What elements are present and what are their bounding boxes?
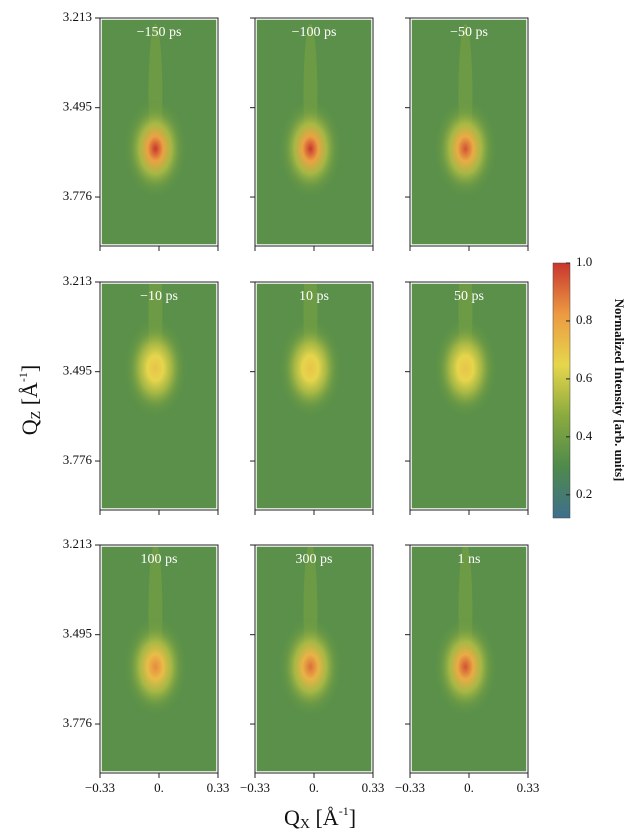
diffraction-peak <box>433 616 498 717</box>
colorbar-tick-label: 0.8 <box>576 312 592 327</box>
y-tick-label: 3.213 <box>63 9 92 24</box>
panel <box>410 545 528 773</box>
x-tick-label: −0.33 <box>85 780 115 795</box>
x-tick-label: 0. <box>309 780 319 795</box>
panel-border <box>410 282 528 510</box>
x-tick-label: 0. <box>154 780 164 795</box>
panel-title: 1 ns <box>458 552 481 567</box>
diffraction-peak <box>123 98 188 199</box>
panel-border <box>255 545 373 773</box>
panel <box>255 282 373 510</box>
x-axis-label: QX [Å-1] <box>284 804 356 832</box>
y-tick-label: 3.776 <box>63 715 93 730</box>
x-tick-label: 0.33 <box>517 780 540 795</box>
panel-title: −50 ps <box>450 25 488 40</box>
x-tick-label: 0.33 <box>362 780 385 795</box>
panel <box>255 545 373 773</box>
diffraction-peak <box>123 318 188 419</box>
panel-title: 300 ps <box>296 552 333 567</box>
y-tick-label: 3.495 <box>63 363 92 378</box>
y-tick-label: 3.213 <box>63 536 92 551</box>
y-tick-label: 3.776 <box>63 452 93 467</box>
diffraction-peak <box>433 318 498 419</box>
panel <box>255 18 373 246</box>
panel-border <box>255 18 373 246</box>
y-tick-label: 3.213 <box>63 273 92 288</box>
panel <box>410 282 528 510</box>
panel-title: −10 ps <box>140 289 178 304</box>
panel-border <box>100 18 218 246</box>
colorbar-tick-label: 0.6 <box>576 370 593 385</box>
panel-title: 50 ps <box>454 289 484 304</box>
panel-border <box>100 282 218 510</box>
panel-title: −100 ps <box>292 25 337 40</box>
y-tick-label: 3.495 <box>63 626 92 641</box>
colorbar <box>552 262 571 519</box>
y-tick-label: 3.495 <box>63 99 92 114</box>
panel-title: −150 ps <box>137 25 182 40</box>
panel <box>410 18 528 246</box>
x-tick-label: −0.33 <box>240 780 270 795</box>
x-tick-label: 0.33 <box>207 780 230 795</box>
panel-border <box>410 18 528 246</box>
panel-title: 100 ps <box>141 552 178 567</box>
diffraction-peak <box>123 616 188 717</box>
diffraction-peak <box>278 318 343 419</box>
panel <box>100 282 218 510</box>
colorbar-tick-label: 0.2 <box>576 486 592 501</box>
x-tick-label: −0.33 <box>395 780 425 795</box>
x-tick-label: 0. <box>464 780 474 795</box>
colorbar-label: Normalized Intensity [arb. units] <box>612 299 627 482</box>
panel-border <box>100 545 218 773</box>
panel-title: 10 ps <box>299 289 329 304</box>
diffraction-peak <box>433 98 498 199</box>
diffraction-peak <box>278 98 343 199</box>
colorbar-tick-label: 0.4 <box>576 428 593 443</box>
panel <box>100 545 218 773</box>
panel-border <box>255 282 373 510</box>
y-axis-label: QZ [Å-1] <box>16 365 44 436</box>
colorbar-tick-label: 1.0 <box>576 254 592 269</box>
y-tick-label: 3.776 <box>63 188 93 203</box>
panel <box>100 18 218 246</box>
diffraction-peak <box>278 616 343 717</box>
panel-border <box>410 545 528 773</box>
